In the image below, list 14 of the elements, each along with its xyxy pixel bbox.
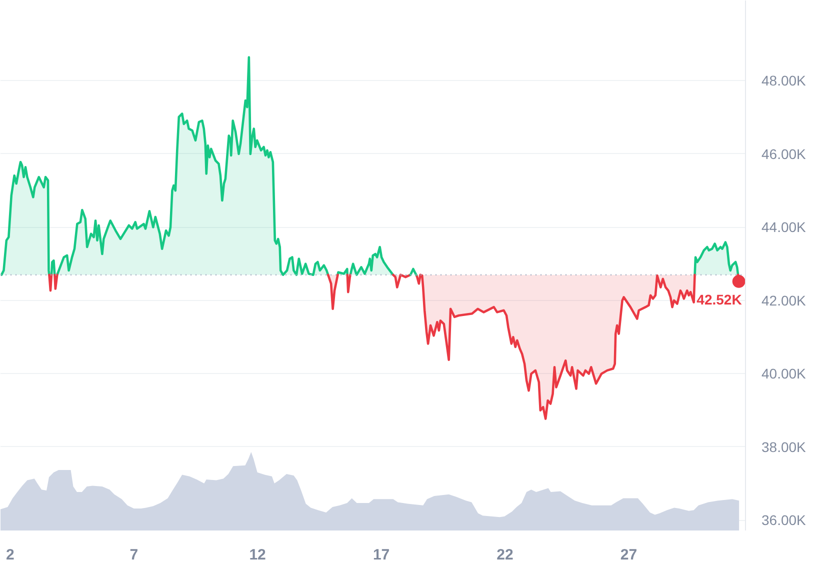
y-tick-label: 40.00K [762, 366, 807, 382]
x-tick-label: 22 [496, 546, 514, 564]
y-tick-label: 46.00K [762, 146, 807, 162]
y-tick-label: 48.00K [762, 72, 807, 89]
annotation: 42.52K [696, 291, 742, 308]
x-tick-label: 7 [130, 546, 138, 564]
y-tick-label: 42.00K [762, 292, 807, 308]
y-tick-label: 36.00K [762, 512, 807, 528]
x-tick-label: 17 [372, 546, 390, 564]
x-tick-label: 27 [620, 546, 638, 564]
y-tick-label: 38.00K [762, 438, 807, 455]
x-tick-label: 2 [6, 546, 14, 564]
x-tick-label: 12 [249, 546, 266, 564]
y-tick-label: 44.00K [762, 219, 807, 236]
